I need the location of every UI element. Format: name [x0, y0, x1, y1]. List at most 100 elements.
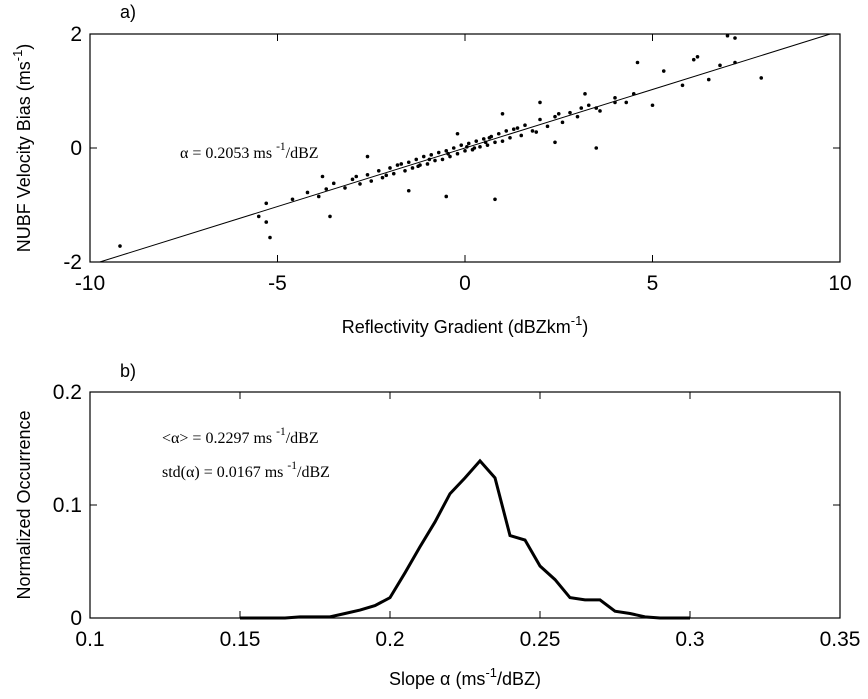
scatter-point — [403, 169, 407, 173]
plot-frame — [89, 391, 841, 619]
text-part: /dBZ — [286, 145, 319, 162]
text-part: -1 — [276, 141, 286, 153]
scatter-point — [436, 150, 441, 155]
scatter-point — [538, 117, 542, 122]
scatter-point — [481, 137, 486, 141]
scatter-point — [256, 214, 261, 219]
scatter-point — [575, 114, 580, 119]
scatter-point — [733, 60, 737, 65]
scatter-point — [316, 194, 321, 199]
scatter-point — [328, 214, 332, 219]
scatter-point — [485, 143, 490, 147]
x-axis-label: Reflectivity Gradient (dBZkm-1) — [342, 313, 589, 337]
scatter-point — [733, 36, 737, 40]
scatter-point — [455, 151, 460, 156]
scatter-point — [451, 146, 456, 150]
scatter-point — [320, 174, 325, 179]
scatter-point — [631, 92, 636, 96]
scatter-point — [553, 140, 557, 145]
scatter-point — [433, 158, 437, 163]
scatter-point — [695, 55, 700, 59]
scatter-point — [759, 76, 764, 80]
y-axis-label: NUBF Velocity Bias (ms-1) — [10, 44, 34, 253]
text-part: -1 — [10, 50, 25, 62]
scatter-point — [598, 109, 602, 113]
text-part: /dBZ) — [497, 669, 541, 689]
scatter-point — [290, 197, 295, 202]
scatter-point — [583, 92, 587, 96]
scatter-point — [586, 103, 591, 108]
scatter-point — [624, 100, 629, 105]
scatter-point — [613, 100, 617, 105]
text-part: Normalized Occurrence — [14, 410, 34, 599]
y-tick-label: 0.1 — [53, 494, 82, 517]
scatter-point — [448, 154, 452, 159]
annotation: <α> = 0.2297 ms -1/dBZ — [162, 426, 319, 447]
scatter-point — [478, 145, 482, 149]
x-tick-label: 0.2 — [375, 628, 404, 651]
text-part: /dBZ — [297, 464, 330, 481]
scatter-point — [466, 141, 471, 146]
scatter-point — [579, 106, 584, 110]
scatter-point — [440, 157, 445, 162]
scatter-point — [487, 135, 492, 140]
text-part: ) — [14, 44, 34, 50]
text-part: -1 — [485, 665, 497, 680]
scatter-point — [635, 60, 640, 65]
scatter-point — [530, 129, 535, 133]
scatter-point — [444, 149, 449, 153]
data-line — [240, 458, 690, 620]
x-tick-label: 0.3 — [675, 628, 704, 651]
scatter-point — [538, 100, 542, 105]
scatter-point — [376, 169, 381, 173]
scatter-point — [500, 112, 505, 116]
scatter-point — [414, 157, 419, 162]
scatter-point — [331, 181, 336, 186]
scatter-point — [463, 149, 467, 153]
scatter-point — [425, 162, 430, 166]
scatter-point — [691, 57, 696, 62]
text-part: -1 — [571, 313, 583, 328]
scatter-point — [444, 194, 449, 199]
scatter-point — [406, 188, 411, 193]
annotation: α = 0.2053 ms -1/dBZ — [180, 141, 319, 162]
scatter-point — [427, 157, 432, 162]
text-part: α = 0.2053 ms — [180, 145, 276, 162]
scatter-point — [350, 177, 355, 182]
scatter-point — [556, 112, 561, 116]
panel-label: a) — [120, 2, 136, 22]
scatter-point — [410, 166, 415, 170]
scatter-point — [661, 69, 666, 73]
scatter-point — [118, 244, 122, 248]
scatter-point — [493, 140, 497, 145]
scatter-point — [519, 133, 524, 138]
scatter-point — [718, 63, 722, 68]
scatter-point — [365, 154, 370, 159]
text-part: ) — [582, 317, 588, 337]
scatter-point — [650, 103, 655, 108]
scatter-point — [446, 151, 450, 156]
text-part: -1 — [287, 460, 297, 472]
text-part: std(α) = 0.0167 ms — [162, 464, 287, 481]
scatter-point — [305, 190, 310, 195]
y-tick-label: 0 — [70, 607, 82, 630]
scatter-point — [594, 146, 599, 150]
scatter-point — [493, 197, 497, 202]
text-part: Reflectivity Gradient (dBZkm — [342, 317, 571, 337]
scatter-point — [429, 153, 434, 157]
scatter-point — [474, 139, 479, 143]
scatter-point — [568, 110, 572, 115]
text-part: /dBZ — [286, 430, 319, 447]
scatter-point — [508, 135, 512, 140]
x-tick-label: 0 — [459, 272, 471, 295]
annotation: std(α) = 0.0167 ms -1/dBZ — [162, 460, 330, 481]
scatter-point — [483, 140, 488, 145]
scatter-point — [455, 131, 460, 136]
scatter-point — [706, 77, 711, 82]
x-tick-label: 5 — [647, 272, 659, 295]
scatter-point — [515, 126, 520, 130]
scatter-point — [560, 120, 565, 125]
text-part: Slope α (ms — [389, 669, 485, 689]
